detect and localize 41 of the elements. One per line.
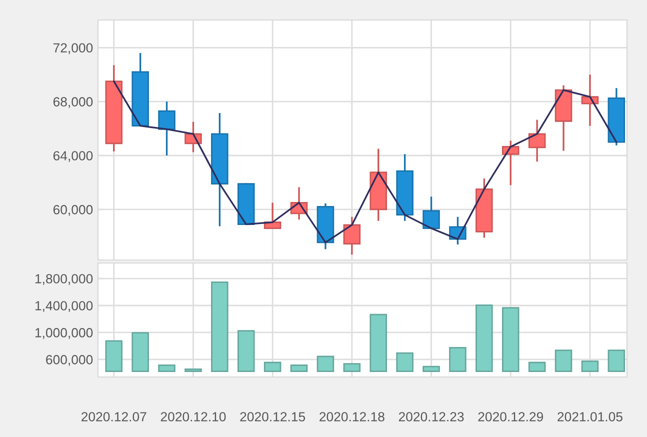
y-tick-label: 1,800,000: [35, 274, 93, 285]
bar: [476, 304, 493, 372]
candlestick: [343, 216, 361, 256]
candlestick: [422, 196, 440, 230]
y-tick-label: 68,000: [53, 97, 93, 108]
y-tick-label: 1,000,000: [35, 328, 93, 339]
bar: [528, 362, 546, 372]
bar: [581, 360, 599, 372]
bar: [132, 332, 149, 372]
x-tick-label: 2020.12.15: [240, 412, 306, 422]
y-tick-label: 60,000: [53, 205, 93, 216]
bar: [370, 314, 387, 372]
bar: [264, 362, 282, 372]
y-tick-label: 64,000: [53, 151, 93, 162]
x-tick-label: 2021.01.05: [558, 412, 622, 422]
bar: [237, 330, 255, 372]
bar: [422, 366, 440, 372]
x-tick-label: 2020.12.18: [320, 412, 384, 422]
y-tick-label: 72,000: [53, 43, 93, 54]
bar: [608, 350, 626, 372]
bar: [184, 368, 202, 372]
bar: [316, 356, 334, 372]
bar: [449, 346, 466, 372]
bar: [343, 363, 361, 372]
bar: [290, 364, 308, 372]
line-series: [113, 80, 618, 244]
candlestick: [528, 118, 546, 162]
bar: [502, 307, 520, 372]
y-tick-label: 600,000: [46, 355, 93, 366]
x-tick-label: 2020.12.29: [478, 412, 544, 422]
x-tick-label: 2020.12.23: [398, 412, 464, 422]
bar: [396, 352, 414, 372]
x-tick-label: 2020.12.07: [82, 412, 146, 422]
bar: [158, 364, 176, 372]
candlestick: [502, 140, 520, 186]
bar: [554, 350, 572, 372]
candlestick: [158, 100, 176, 156]
bar: [211, 282, 228, 372]
y-tick-label: 1,400,000: [35, 301, 93, 312]
bar: [105, 340, 122, 372]
x-tick-label: 2020.12.10: [160, 412, 226, 422]
